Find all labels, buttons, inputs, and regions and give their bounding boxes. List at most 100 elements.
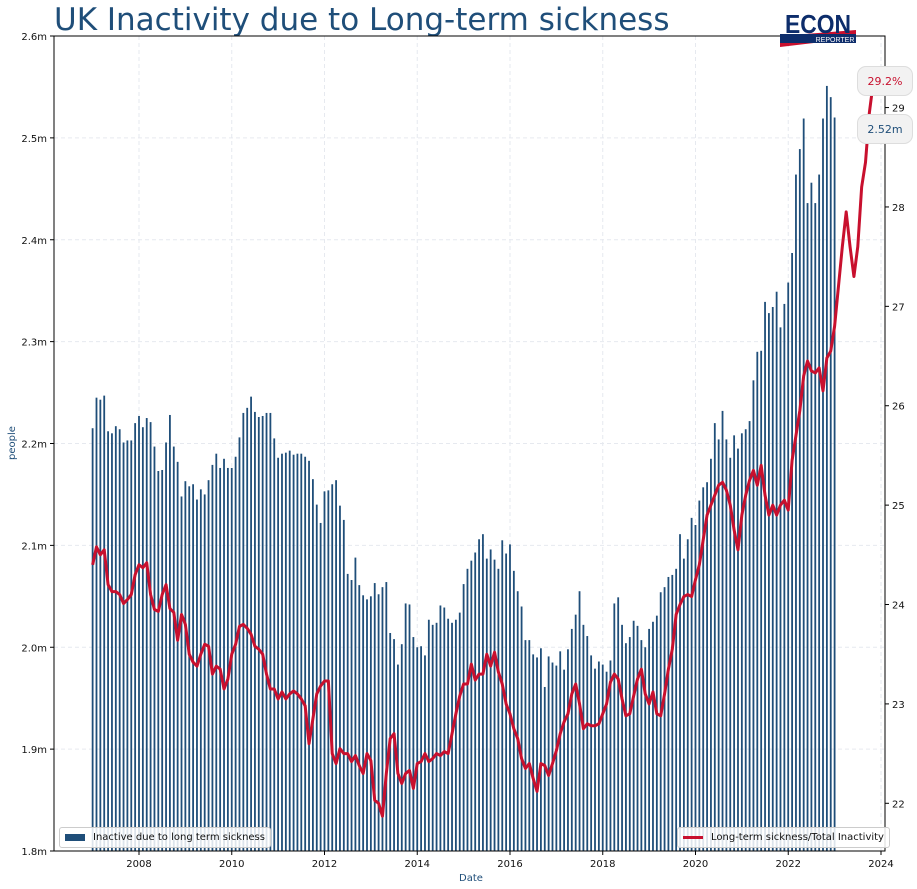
bar <box>118 429 121 851</box>
bar <box>188 486 191 851</box>
y-tick-label: 2.4m <box>21 236 47 247</box>
axes: 2008 2010 2012 2014 2016 2018 2020 2022 2024 1.8m… <box>21 32 904 870</box>
bar <box>825 85 828 852</box>
bar <box>335 480 337 851</box>
bar <box>250 396 252 851</box>
bar <box>787 282 790 851</box>
bar <box>493 559 496 851</box>
x-tick-label: 2010 <box>219 859 244 870</box>
y2-tick-label: 28 <box>892 203 905 214</box>
bar <box>377 594 380 851</box>
bar <box>350 580 353 851</box>
bar <box>702 487 705 851</box>
legend-bar-label: Inactive due to long term sickness <box>93 832 265 843</box>
bar <box>288 450 291 851</box>
bar <box>586 636 589 851</box>
bar <box>427 619 430 851</box>
bar <box>254 411 256 851</box>
bar <box>242 412 245 851</box>
bar <box>400 644 403 851</box>
bar <box>103 395 106 851</box>
latest-people-value: 2.52m <box>867 122 903 136</box>
x-tick-label: 2020 <box>683 859 708 870</box>
latest-people-badge: 2.52m <box>857 114 913 144</box>
y2-tick-label: 22 <box>892 799 905 810</box>
legend-bar-swatch <box>65 834 85 841</box>
bar <box>366 599 368 851</box>
bar <box>810 182 813 851</box>
bar <box>567 649 569 851</box>
y2-tick-label: 29 <box>892 104 905 115</box>
legend-line: Long-term sickness/Total Inactivity <box>677 827 890 848</box>
y2-tick-label: 25 <box>892 501 905 512</box>
bar <box>686 539 689 851</box>
legend-line-label: Long-term sickness/Total Inactivity <box>711 832 884 843</box>
bar <box>312 479 314 851</box>
bar <box>617 597 620 851</box>
bar <box>466 568 469 851</box>
bar <box>199 489 202 851</box>
bar <box>138 415 140 851</box>
bar <box>180 496 183 851</box>
y-axis-label: people <box>7 426 18 460</box>
bar <box>416 647 419 851</box>
bar <box>578 591 581 851</box>
bar <box>203 494 206 851</box>
bar <box>281 453 283 851</box>
bar <box>725 439 728 851</box>
y-tick-label: 2.0m <box>21 643 47 654</box>
bar <box>509 544 511 851</box>
bar <box>95 397 98 851</box>
y-tick-label: 2.6m <box>21 32 47 43</box>
y-tick-label: 2.5m <box>21 134 47 145</box>
bar <box>474 552 477 851</box>
bar <box>744 429 747 851</box>
bar <box>775 291 778 852</box>
bar <box>512 570 515 851</box>
bar <box>768 313 770 852</box>
bar <box>597 661 600 851</box>
bar <box>192 484 194 851</box>
bar <box>99 399 102 851</box>
y2-tick-label: 24 <box>892 601 905 612</box>
bar <box>462 584 465 851</box>
bar <box>748 421 751 851</box>
bar <box>362 595 365 851</box>
bar <box>559 651 562 851</box>
bar <box>814 203 817 851</box>
bar <box>818 174 821 852</box>
bar <box>412 637 415 851</box>
bar <box>497 568 500 851</box>
bar <box>694 525 697 851</box>
bar <box>574 614 577 851</box>
bar <box>397 664 399 851</box>
bar <box>265 412 268 851</box>
legend-line-swatch <box>683 836 703 839</box>
bar <box>342 519 345 851</box>
bar <box>675 568 678 851</box>
logo-subtext: REPORTER <box>816 37 855 44</box>
bar <box>756 351 759 851</box>
bar <box>176 461 179 851</box>
bar <box>292 454 295 851</box>
bar <box>547 656 550 851</box>
bar <box>215 453 218 851</box>
bar <box>652 621 654 851</box>
bar <box>149 422 152 851</box>
bar <box>315 504 318 851</box>
bar <box>682 558 685 851</box>
bar <box>655 615 658 851</box>
y-tick-label: 1.9m <box>21 745 47 756</box>
bar <box>447 618 450 851</box>
bar <box>822 118 824 851</box>
bar <box>161 469 164 851</box>
bar <box>358 585 361 851</box>
x-tick-label: 2018 <box>590 859 615 870</box>
bar <box>234 456 237 851</box>
bar <box>667 576 670 851</box>
bar <box>238 437 241 851</box>
bar <box>551 662 554 851</box>
bar <box>172 446 175 851</box>
bar <box>706 482 708 851</box>
bar <box>791 252 793 852</box>
